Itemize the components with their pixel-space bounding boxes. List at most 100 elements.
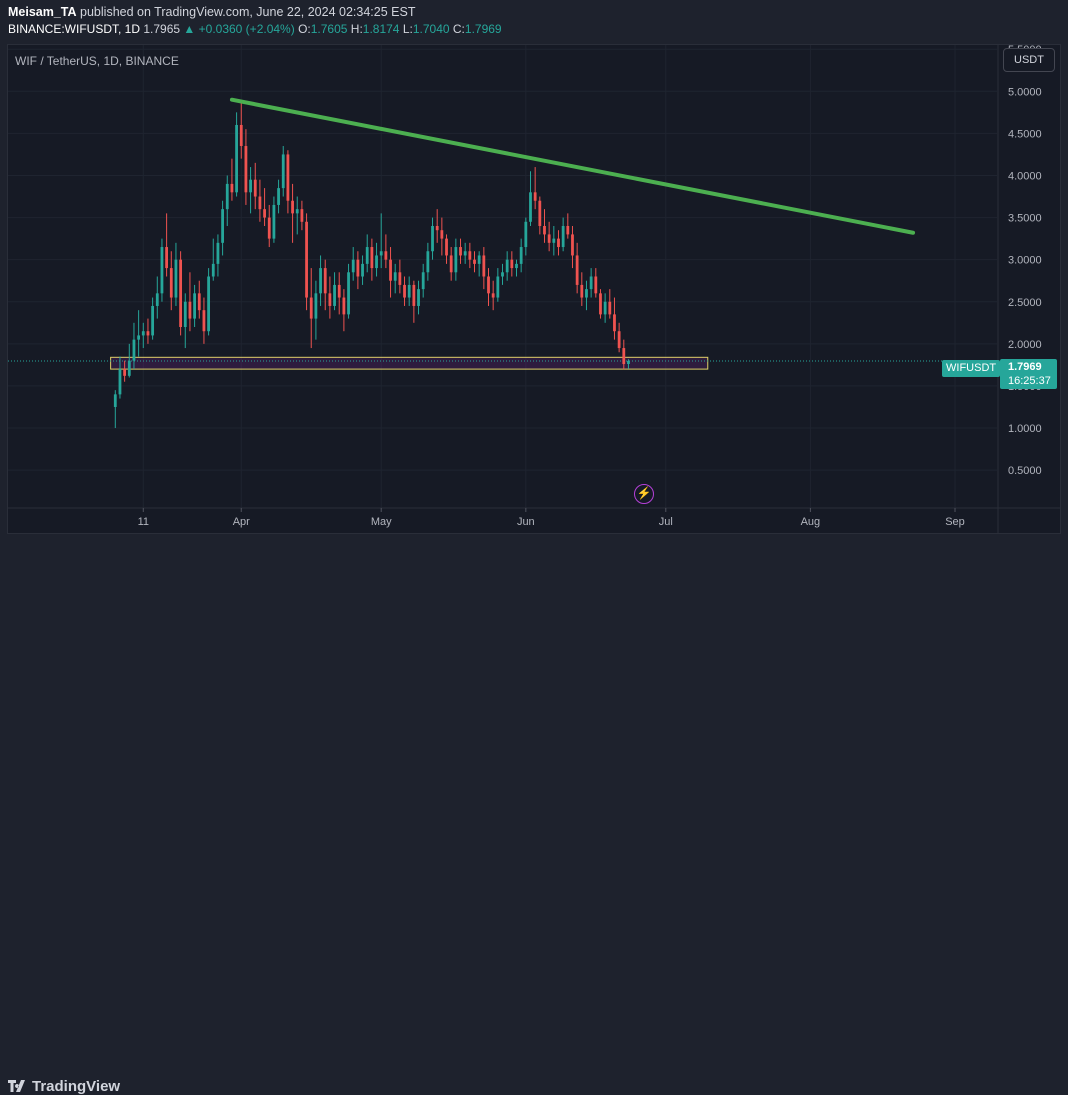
tradingview-brand[interactable]: TradingView — [32, 1078, 121, 1095]
candle-body — [491, 293, 495, 298]
candle-body — [169, 268, 173, 298]
candle-body — [277, 188, 280, 205]
candle-body — [267, 217, 271, 239]
candle-body — [566, 225, 570, 235]
candle-body — [473, 259, 476, 264]
candle-body — [426, 251, 430, 273]
candle-body — [454, 247, 458, 273]
candle-body — [137, 335, 141, 340]
candle-body — [459, 247, 462, 256]
price-tick-label: 4.5000 — [1008, 128, 1042, 140]
candle-body — [403, 284, 406, 298]
support-zone-layer — [8, 356, 997, 370]
candle-body — [333, 284, 336, 306]
change-value: +0.0360 (+2.04%) — [198, 22, 295, 36]
candle-body — [347, 272, 350, 315]
candle-body — [244, 146, 248, 193]
candle-body — [356, 259, 360, 277]
candle-body — [127, 360, 131, 376]
chart-pane[interactable] — [7, 44, 1061, 534]
last-price-value: 1.7969 — [1008, 361, 1042, 373]
candle-body — [263, 209, 266, 218]
candle-body — [309, 297, 313, 319]
publish-info: Meisam_TA published on TradingView.com, … — [8, 5, 415, 19]
candle-body — [603, 301, 607, 315]
candle-body — [524, 221, 528, 248]
candle-body — [515, 263, 518, 269]
candle-body — [179, 259, 183, 328]
open-label: O: — [298, 22, 311, 36]
change-up-icon: ▲ — [183, 22, 196, 36]
candle-body — [589, 276, 593, 290]
symbol-label: BINANCE:WIFUSDT, 1D — [8, 22, 141, 36]
candle-body — [132, 339, 136, 361]
candle-body — [379, 251, 383, 256]
last-price: 1.7965 — [143, 22, 181, 36]
candle-body — [272, 204, 276, 239]
grid-lines — [8, 45, 997, 508]
symbol-price-tag: WIFUSDT — [942, 360, 1001, 377]
candle-body — [141, 331, 145, 336]
candle-body — [323, 268, 327, 294]
candle-body — [519, 247, 523, 264]
price-tick-label: 3.0000 — [1008, 255, 1042, 267]
ohlc-legend: BINANCE:WIFUSDT, 1D 1.7965 ▲ +0.0360 (+2… — [8, 22, 502, 36]
candle-body — [258, 196, 262, 210]
candle-body — [398, 272, 402, 285]
candle-body — [384, 251, 388, 260]
candle-body — [393, 272, 397, 281]
candle-body — [468, 251, 472, 260]
resistance-trendline — [229, 97, 916, 235]
candle-body — [361, 263, 364, 277]
candlestick-chart[interactable]: 0.50001.00001.50002.00002.50003.00003.50… — [0, 0, 1068, 572]
high-label: H: — [350, 22, 363, 36]
time-tick-label: Jun — [517, 516, 535, 528]
candle-body — [155, 293, 159, 306]
candle-body — [533, 192, 537, 201]
candle-body — [314, 293, 318, 319]
candle-body — [197, 293, 201, 311]
candle-body — [281, 154, 285, 189]
chart-header: Meisam_TA published on TradingView.com, … — [0, 0, 1068, 44]
candle-body — [561, 225, 565, 248]
candle-body — [305, 221, 308, 298]
candle-body — [543, 225, 546, 235]
candle-body — [286, 154, 290, 201]
lightning-icon[interactable]: ⚡ — [634, 484, 654, 504]
currency-button[interactable]: USDT — [1003, 48, 1055, 72]
candle-body — [477, 255, 481, 264]
candle-body — [529, 192, 532, 222]
candle-body — [188, 301, 192, 319]
last-price-tag: 1.7969 16:25:37 — [1000, 359, 1057, 389]
price-tick-label: 0.5000 — [1008, 465, 1042, 477]
candle-body — [440, 230, 444, 239]
candle-body — [552, 238, 556, 243]
candle-body — [225, 183, 229, 210]
price-tick-label: 2.0000 — [1008, 339, 1042, 351]
candle-body — [421, 272, 425, 290]
candle-body — [165, 247, 169, 269]
candles — [113, 101, 630, 429]
time-tick-label: Apr — [233, 516, 250, 528]
candle-body — [249, 179, 252, 193]
close-label: C: — [452, 22, 465, 36]
candle-body — [123, 369, 127, 376]
time-tick-label: Aug — [801, 516, 821, 528]
candle-body — [193, 293, 197, 319]
candle-body — [585, 289, 588, 298]
candle-body — [622, 348, 626, 365]
candle-body — [216, 242, 220, 264]
candle-body — [557, 238, 560, 248]
candle-body — [575, 255, 579, 285]
candle-body — [445, 238, 448, 256]
candle-body — [365, 247, 369, 264]
candle-body — [449, 255, 453, 273]
candle-body — [160, 247, 164, 294]
candle-body — [505, 259, 509, 273]
candle-body — [146, 331, 150, 336]
author-name[interactable]: Meisam_TA — [8, 5, 77, 19]
candle-body — [407, 284, 411, 298]
candle-body — [113, 394, 117, 407]
time-tick-label: Jul — [659, 516, 673, 528]
candle-body — [594, 276, 598, 294]
